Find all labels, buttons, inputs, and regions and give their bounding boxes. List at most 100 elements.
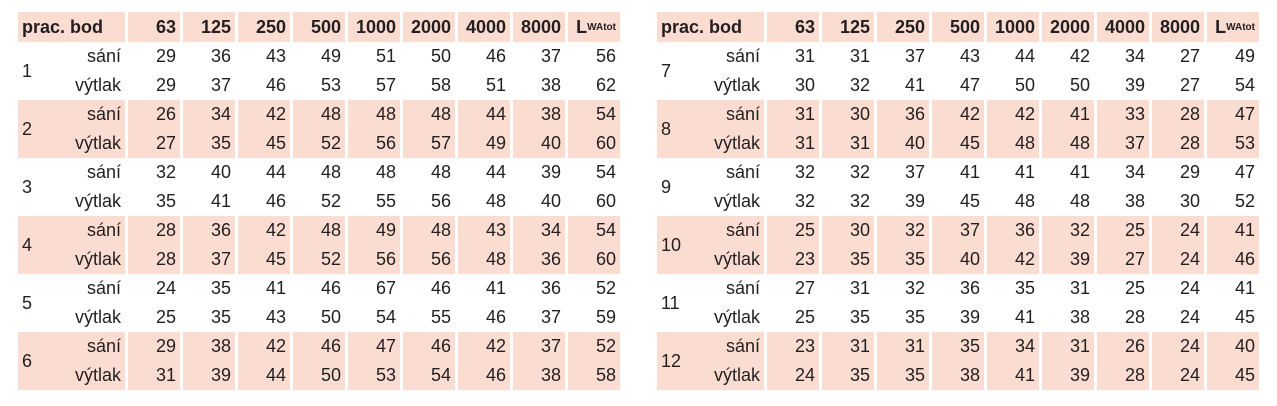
value: 31 [128, 361, 180, 390]
value: 46 [320, 278, 341, 298]
value: 32 [1042, 216, 1094, 245]
value: 25 [1124, 278, 1145, 298]
value: 46 [403, 332, 455, 361]
header-band: 1000 [348, 12, 400, 42]
value: 29 [155, 75, 176, 95]
value: 46 [485, 307, 506, 327]
value: 49 [1234, 46, 1255, 66]
value: 50 [1014, 75, 1035, 95]
value: 55 [375, 191, 396, 211]
value: 26 [128, 100, 180, 129]
value: 27 [128, 129, 180, 158]
value: 36 [540, 278, 561, 298]
value: 37 [932, 216, 984, 245]
header-total: L WAtot [1207, 12, 1259, 42]
value: 35 [155, 191, 176, 211]
value: 24 [767, 361, 819, 390]
value: 47 [348, 332, 400, 361]
value: 31 [849, 278, 870, 298]
value: 32 [155, 162, 176, 182]
value: 39 [540, 162, 561, 182]
row-label: výtlak [713, 133, 760, 153]
value: 28 [128, 216, 180, 245]
value: 44 [458, 100, 510, 129]
value: 38 [540, 75, 561, 95]
header-band: 63 [767, 12, 819, 42]
value: 60 [568, 129, 620, 158]
first-column [18, 332, 125, 390]
value: 32 [794, 162, 815, 182]
value: 44 [1014, 46, 1035, 66]
value: 46 [265, 75, 286, 95]
value: 38 [1124, 191, 1145, 211]
value: 54 [403, 361, 455, 390]
value: 37 [540, 46, 561, 66]
value: 36 [959, 278, 980, 298]
row-label: výtlak [713, 307, 760, 327]
value: 45 [932, 129, 984, 158]
value: 54 [1234, 75, 1255, 95]
value: 39 [1042, 245, 1094, 274]
row-label: výtlak [74, 307, 121, 327]
value: 31 [877, 332, 929, 361]
value: 32 [794, 191, 815, 211]
first-column [18, 100, 125, 158]
row-label: sání [725, 278, 760, 298]
value: 37 [540, 307, 561, 327]
value: 43 [959, 46, 980, 66]
value: 41 [1014, 307, 1035, 327]
point: 1 [22, 60, 33, 81]
value: 53 [1207, 129, 1259, 158]
value: 28 [1097, 361, 1149, 390]
value: 38 [932, 361, 984, 390]
row-label: sání [725, 46, 760, 66]
value: 24 [1152, 361, 1204, 390]
value: 35 [849, 307, 870, 327]
value: 27 [1179, 75, 1200, 95]
point: 10 [661, 234, 682, 255]
value: 31 [822, 332, 874, 361]
row-label: sání [86, 220, 121, 240]
value: 48 [293, 100, 345, 129]
header-band: 8000 [513, 12, 565, 42]
value: 39 [1124, 75, 1145, 95]
value: 47 [1234, 162, 1255, 182]
value: 34 [1124, 46, 1145, 66]
value: 50 [1069, 75, 1090, 95]
value: 56 [403, 245, 455, 274]
value: 37 [904, 162, 925, 182]
value: 44 [485, 162, 506, 182]
point: 11 [661, 292, 680, 313]
value: 24 [1152, 216, 1204, 245]
value: 41 [1234, 278, 1255, 298]
value: 35 [210, 307, 231, 327]
value: 25 [1097, 216, 1149, 245]
value: 31 [1042, 332, 1094, 361]
value: 27 [794, 278, 815, 298]
value: 41 [904, 75, 925, 95]
value: 44 [265, 162, 286, 182]
value: 50 [293, 361, 345, 390]
value: 31 [1069, 278, 1090, 298]
row-label: výtlak [713, 365, 760, 385]
value: 24 [1179, 278, 1200, 298]
value: 58 [430, 75, 451, 95]
value: 45 [1207, 361, 1259, 390]
value: 34 [987, 332, 1039, 361]
value: 35 [822, 245, 874, 274]
row-label: výtlak [74, 365, 121, 385]
header-band: 4000 [1097, 12, 1149, 42]
value: 38 [183, 332, 235, 361]
value: 57 [403, 129, 455, 158]
value: 48 [320, 162, 341, 182]
row-label: výtlak [713, 249, 760, 269]
first-column [657, 332, 764, 390]
value: 32 [904, 278, 925, 298]
value: 32 [877, 216, 929, 245]
point: 4 [22, 234, 33, 255]
value: 42 [987, 245, 1039, 274]
value: 34 [183, 100, 235, 129]
value: 56 [595, 46, 616, 66]
value: 35 [822, 361, 874, 390]
